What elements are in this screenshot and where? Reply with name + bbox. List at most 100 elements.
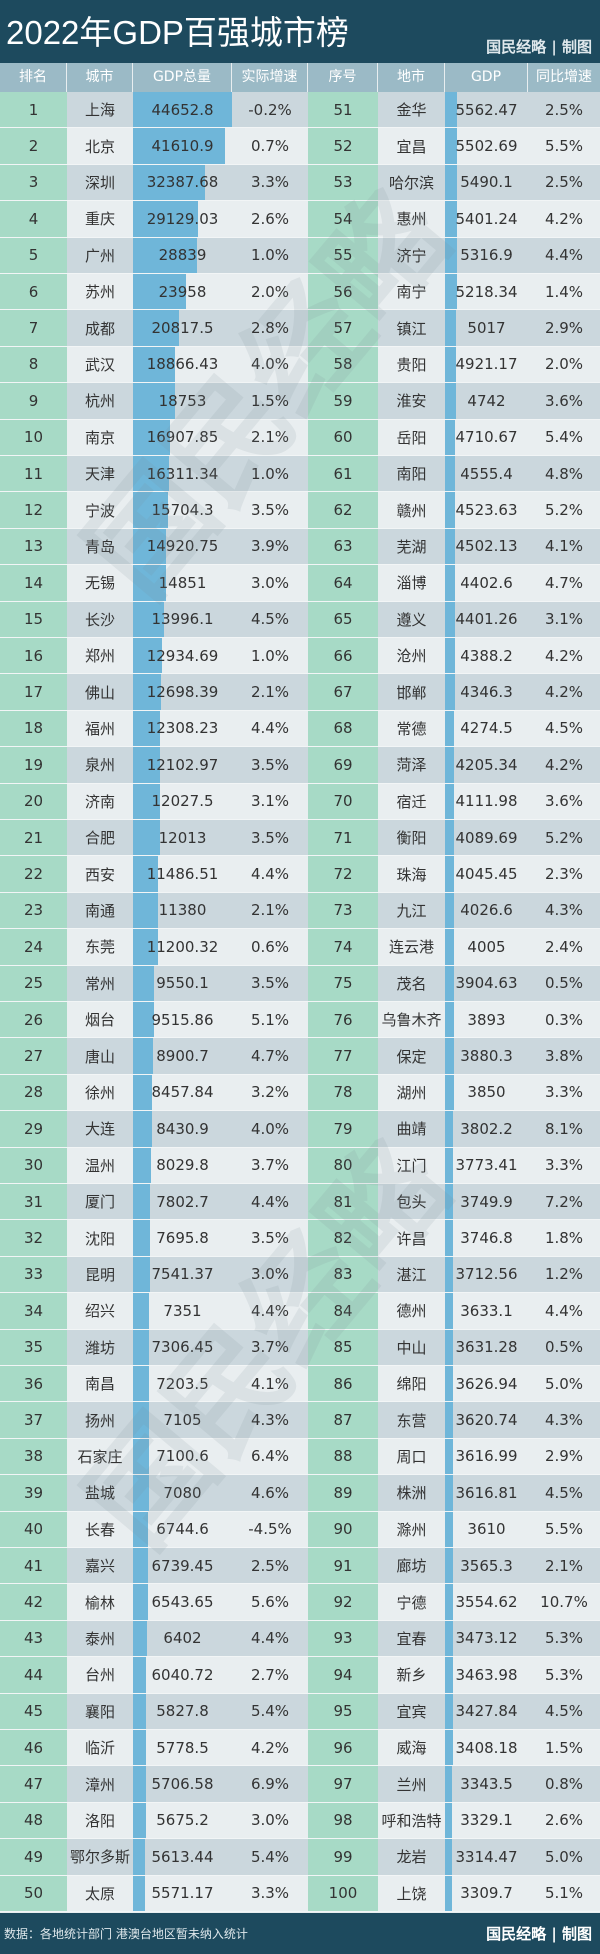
gdp-bar [133, 201, 198, 237]
rank-value: 18 [23, 719, 44, 738]
gdp-bar [445, 1038, 454, 1074]
city-cell: 兰州 [378, 1766, 445, 1803]
gdp-bar [133, 1766, 146, 1802]
gdp-bar [133, 638, 162, 674]
growth-cell: 4.5% [528, 710, 600, 748]
seq-value: 87 [333, 1411, 353, 1430]
city-value: 贵阳 [396, 355, 427, 374]
growth-value: 2.6% [250, 209, 290, 228]
city-value: 佛山 [84, 683, 115, 702]
growth-value: 8.1% [544, 1119, 584, 1138]
growth-value: 5.4% [250, 1702, 290, 1721]
gdp-cell: 18753 [133, 383, 232, 420]
gdp-bar [445, 1074, 454, 1111]
gdp-cell: 3880.3 [445, 1038, 528, 1075]
gdp-value: 4502.13 [455, 537, 518, 556]
growth-cell: 0.3% [528, 1002, 600, 1039]
seq-value: 94 [333, 1665, 353, 1684]
rank-value: 47 [23, 1775, 44, 1794]
table-row: 6 苏州 23958 2.0% 56 南宁 5218.34 1.4% [0, 274, 600, 311]
gdp-bar [445, 1548, 453, 1584]
gdp-bar [445, 346, 456, 383]
gdp-bar [133, 1366, 149, 1402]
city-value: 成都 [84, 319, 115, 338]
growth-cell: 5.5% [528, 1511, 600, 1548]
source-note: 数据：各地统计部门 港澳台地区暂未纳入统计 [4, 1927, 248, 1941]
growth-cell: 2.4% [528, 929, 600, 966]
growth-cell: 4.4% [232, 1184, 308, 1221]
gdp-bar [445, 528, 455, 565]
city-cell: 徐州 [67, 1074, 133, 1112]
rank-value: 40 [23, 1520, 44, 1539]
city-value: 淄博 [396, 574, 427, 593]
rank-value: 14 [23, 573, 44, 592]
gdp-cell: 7105 [133, 1402, 232, 1439]
city-value: 石家庄 [77, 1447, 123, 1466]
growth-cell: 2.9% [528, 310, 600, 347]
table-row: 23 南通 11380 2.1% 73 九江 4026.6 4.3% [0, 892, 600, 930]
growth-cell: 1.8% [528, 1220, 600, 1257]
gdp-cell: 4523.63 [445, 492, 528, 529]
rank-value: 41 [23, 1556, 44, 1575]
city-cell: 唐山 [67, 1038, 133, 1075]
city-value: 嘉兴 [84, 1557, 115, 1576]
city-cell: 德州 [378, 1293, 445, 1330]
seq-value: 61 [333, 464, 353, 483]
city-value: 厦门 [84, 1193, 115, 1212]
rank-value: 7 [28, 319, 39, 338]
growth-cell: 4.2% [528, 674, 600, 711]
seq-value: 98 [333, 1811, 353, 1830]
growth-cell: 2.1% [528, 1548, 600, 1585]
city-cell: 乌鲁木齐 [378, 1002, 445, 1039]
growth-value: 4.3% [544, 901, 584, 920]
growth-value: 3.0% [250, 1811, 290, 1830]
rank-cell: 46 [0, 1730, 67, 1767]
gdp-value: 4026.6 [460, 901, 513, 920]
table-row: 43 泰州 6402 4.4% 93 宜春 3473.12 5.3% [0, 1620, 600, 1658]
rank-value: 5 [28, 246, 39, 265]
gdp-bar [445, 1875, 453, 1911]
city-value: 苏州 [84, 283, 115, 302]
gdp-value: 18753 [158, 391, 207, 410]
seq-cell: 98 [308, 1802, 378, 1840]
gdp-value: 12027.5 [151, 792, 214, 811]
gdp-value: 4710.67 [455, 428, 518, 447]
city-cell: 哈尔滨 [378, 164, 445, 202]
city-value: 台州 [84, 1666, 115, 1685]
rank-value: 17 [23, 683, 44, 702]
growth-value: 0.7% [250, 137, 290, 156]
rank-value: 9 [28, 391, 39, 410]
seq-cell: 91 [308, 1548, 378, 1585]
gdp-value: 4274.5 [460, 719, 513, 738]
gdp-value: 7105 [163, 1411, 202, 1430]
rank-cell: 10 [0, 419, 67, 456]
city-cell: 石家庄 [67, 1438, 133, 1476]
growth-value: 4.3% [544, 1411, 584, 1430]
rank-cell: 15 [0, 601, 67, 638]
gdp-value: 6543.65 [151, 1593, 214, 1612]
gdp-value: 12013 [158, 828, 207, 847]
gdp-value: 4742 [467, 391, 506, 410]
gdp-bar [133, 1657, 147, 1693]
table-row: 46 临沂 5778.5 4.2% 96 威海 3408.18 1.5% [0, 1730, 600, 1767]
gdp-cell: 18866.43 [133, 346, 232, 384]
rank-cell: 21 [0, 820, 67, 857]
growth-value: 6.4% [250, 1447, 290, 1466]
seq-cell: 96 [308, 1730, 378, 1767]
gdp-bar [133, 1802, 146, 1839]
gdp-cell: 12308.23 [133, 710, 232, 748]
city-value: 重庆 [84, 210, 115, 229]
city-cell: 宜宾 [378, 1693, 445, 1730]
growth-value: 5.5% [544, 137, 584, 156]
city-value: 滁州 [396, 1520, 427, 1539]
gdp-value: 6739.45 [151, 1556, 214, 1575]
growth-cell: 10.7% [528, 1584, 600, 1621]
rank-cell: 20 [0, 783, 67, 820]
city-value: 金华 [396, 101, 427, 120]
gdp-value: 32387.68 [146, 173, 219, 192]
gdp-bar [133, 929, 158, 965]
growth-cell: 3.3% [232, 164, 308, 202]
gdp-bar [133, 856, 159, 892]
growth-cell: 4.5% [528, 1475, 600, 1512]
city-value: 南阳 [396, 465, 427, 484]
